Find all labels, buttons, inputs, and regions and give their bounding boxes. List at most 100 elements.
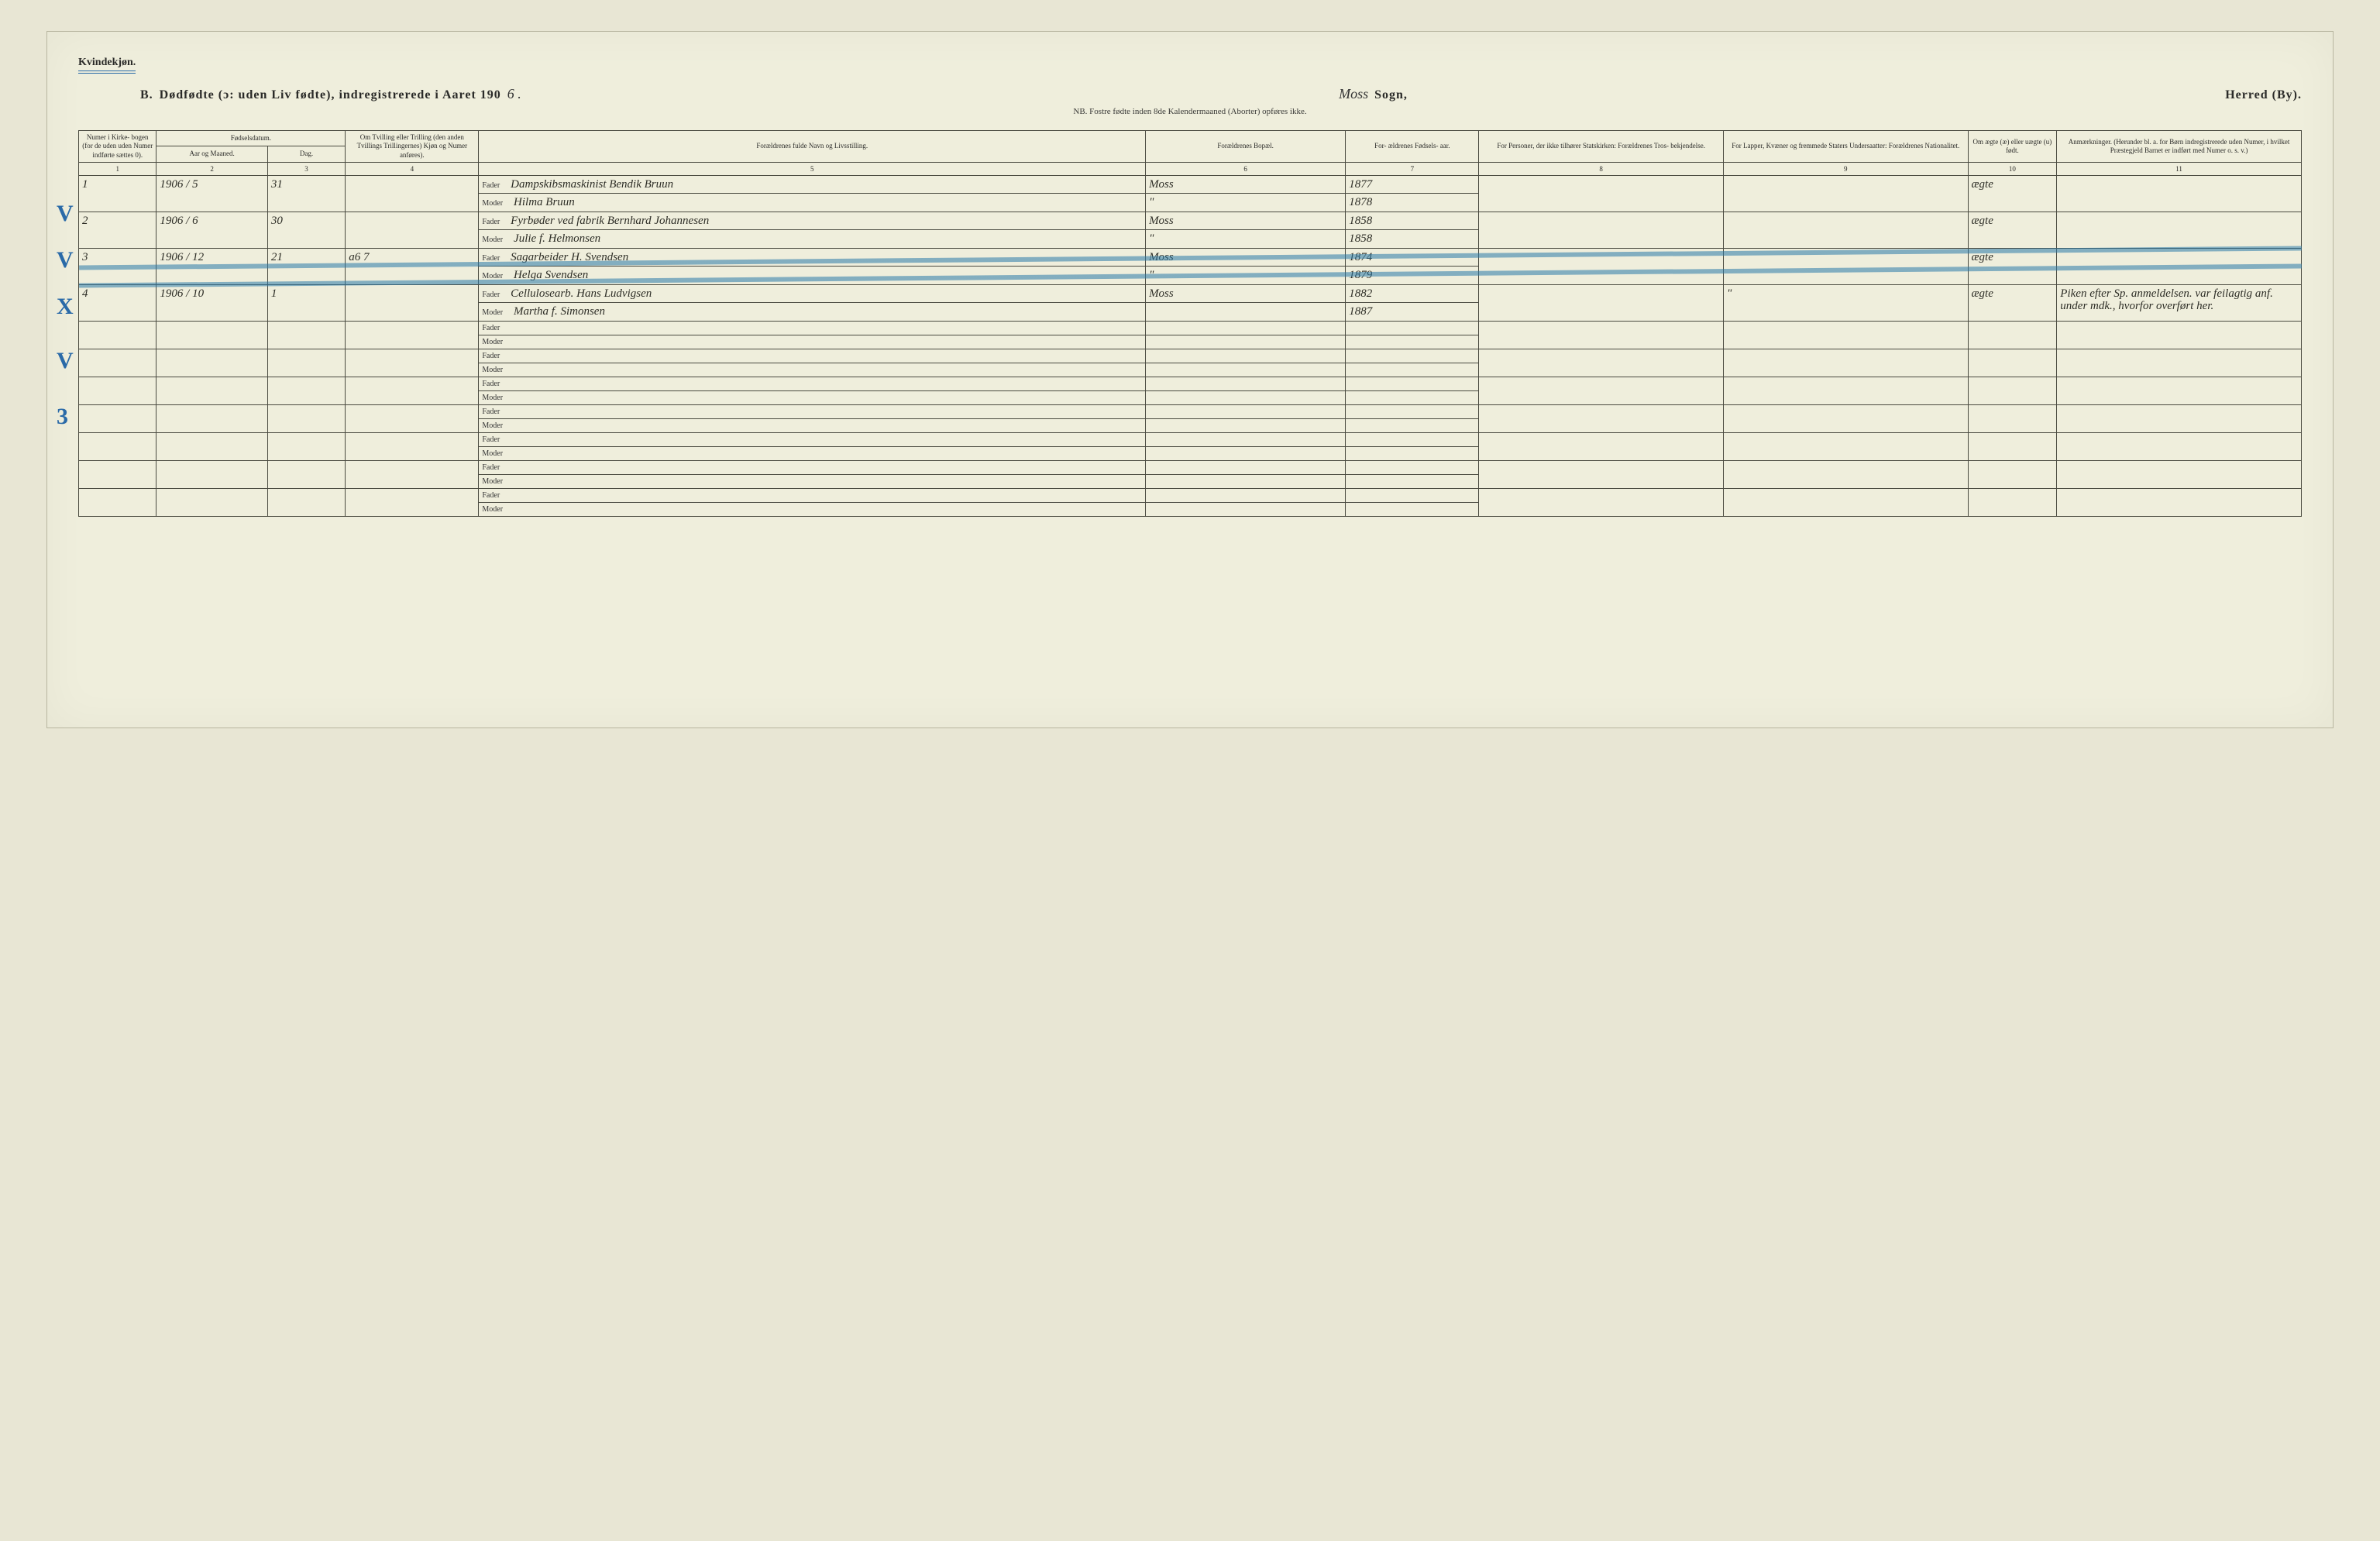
cell-bopael: Moss xyxy=(1146,284,1346,303)
cell-anm xyxy=(2057,175,2302,212)
cell-bopael: Moss xyxy=(1146,175,1346,194)
col-number: 7 xyxy=(1346,162,1479,175)
cell-num: 4 xyxy=(79,284,156,321)
register-table: Numer i Kirke- bogen (for de uden uden N… xyxy=(78,130,2302,517)
cell-fader: FaderDampskibsmaskinist Bendik Bruun xyxy=(479,175,1146,194)
cell-birthyear-m: 1858 xyxy=(1346,230,1479,249)
col-number: 4 xyxy=(346,162,479,175)
blank-row: Fader xyxy=(79,432,2302,446)
cell-birthyear-f: 1877 xyxy=(1346,175,1479,194)
cell-tros xyxy=(1479,175,1724,212)
cell-moder: ModerHelga Svendsen xyxy=(479,267,1146,285)
cell-twins: a6 7 xyxy=(346,248,479,284)
cell-twins xyxy=(346,175,479,212)
cell-aegte: ægte xyxy=(1968,248,2057,284)
cell-birthyear-m: 1879 xyxy=(1346,267,1479,285)
col-number: 11 xyxy=(2057,162,2302,175)
col-header: Dag. xyxy=(267,146,345,162)
cell-birthyear-f: 1882 xyxy=(1346,284,1479,303)
cell-tros xyxy=(1479,248,1724,284)
cell-bopael2: " xyxy=(1146,194,1346,212)
cell-fader: Fader xyxy=(479,460,1146,474)
margin-mark: X xyxy=(57,294,74,320)
cell-anm xyxy=(2057,248,2302,284)
col-header: Fødselsdatum. xyxy=(156,131,346,146)
col-header: For- ældrenes Fødsels- aar. xyxy=(1346,131,1479,163)
cell-bopael2: " xyxy=(1146,267,1346,285)
entry-row-fader: 41906 / 101FaderCellulosearb. Hans Ludvi… xyxy=(79,284,2302,303)
col-header: Forældrenes Bopæl. xyxy=(1146,131,1346,163)
col-header: Anmærkninger. (Herunder bl. a. for Børn … xyxy=(2057,131,2302,163)
col-number: 10 xyxy=(1968,162,2057,175)
cell-bopael2: " xyxy=(1146,230,1346,249)
col-header: Om ægte (æ) eller uægte (u) født. xyxy=(1968,131,2057,163)
cell-twins xyxy=(346,212,479,248)
cell-anm: Piken efter Sp. anmeldelsen. var feilagt… xyxy=(2057,284,2302,321)
cell-aegte: ægte xyxy=(1968,212,2057,248)
col-header: Aar og Maaned. xyxy=(156,146,267,162)
cell-year-month: 1906 / 5 xyxy=(156,175,267,212)
sogn-handwritten: Moss xyxy=(1339,86,1368,102)
margin-mark: V xyxy=(57,201,74,227)
col-number: 2 xyxy=(156,162,267,175)
cell-aegte: ægte xyxy=(1968,175,2057,212)
herred-label: Herred (By). xyxy=(2225,88,2302,102)
title-main: Dødfødte (ɔ: uden Liv fødte), indregistr… xyxy=(160,88,501,102)
col-number: 5 xyxy=(479,162,1146,175)
col-header: Om Tvilling eller Trilling (den anden Tv… xyxy=(346,131,479,163)
blank-row: Fader xyxy=(79,349,2302,363)
blank-row: Fader xyxy=(79,404,2302,418)
register-page: Kvindekjøn. B. Dødfødte (ɔ: uden Liv fød… xyxy=(46,31,2334,728)
cell-moder: Moder xyxy=(479,502,1146,516)
cell-num: 2 xyxy=(79,212,156,248)
blank-row: Fader xyxy=(79,377,2302,390)
entry-row-fader: 31906 / 1221a6 7FaderSagarbeider H. Sven… xyxy=(79,248,2302,267)
cell-bopael: Moss xyxy=(1146,248,1346,267)
cell-fader: FaderFyrbøder ved fabrik Bernhard Johann… xyxy=(479,212,1146,230)
cell-num: 3 xyxy=(79,248,156,284)
cell-fader: Fader xyxy=(479,377,1146,390)
cell-twins xyxy=(346,284,479,321)
cell-birthyear-m: 1878 xyxy=(1346,194,1479,212)
cell-year-month: 1906 / 6 xyxy=(156,212,267,248)
cell-day: 30 xyxy=(267,212,345,248)
cell-bopael: Moss xyxy=(1146,212,1346,230)
cell-tros xyxy=(1479,212,1724,248)
cell-moder: Moder xyxy=(479,418,1146,432)
cell-nationality xyxy=(1723,248,1968,284)
cell-fader: FaderCellulosearb. Hans Ludvigsen xyxy=(479,284,1146,303)
cell-fader: Fader xyxy=(479,349,1146,363)
entry-row-fader: 21906 / 630FaderFyrbøder ved fabrik Bern… xyxy=(79,212,2302,230)
col-number: 1 xyxy=(79,162,156,175)
cell-fader: Fader xyxy=(479,432,1146,446)
cell-birthyear-m: 1887 xyxy=(1346,303,1479,322)
cell-fader: FaderSagarbeider H. Svendsen xyxy=(479,248,1146,267)
cell-moder: ModerJulie f. Helmonsen xyxy=(479,230,1146,249)
cell-num: 1 xyxy=(79,175,156,212)
gender-label: Kvindekjøn. xyxy=(78,57,136,74)
cell-day: 31 xyxy=(267,175,345,212)
col-header: Forældrenes fulde Navn og Livsstilling. xyxy=(479,131,1146,163)
col-number: 9 xyxy=(1723,162,1968,175)
cell-birthyear-f: 1858 xyxy=(1346,212,1479,230)
table-body: 11906 / 531FaderDampskibsmaskinist Bendi… xyxy=(79,175,2302,516)
cell-fader: Fader xyxy=(479,404,1146,418)
cell-day: 21 xyxy=(267,248,345,284)
cell-fader: Fader xyxy=(479,321,1146,335)
col-number: 6 xyxy=(1146,162,1346,175)
entry-row-fader: 11906 / 531FaderDampskibsmaskinist Bendi… xyxy=(79,175,2302,194)
sogn-label: Sogn, xyxy=(1374,88,1408,102)
cell-fader: Fader xyxy=(479,488,1146,502)
cell-day: 1 xyxy=(267,284,345,321)
year-handwritten: 6 . xyxy=(507,86,521,102)
cell-moder: ModerHilma Bruun xyxy=(479,194,1146,212)
cell-moder: Moder xyxy=(479,363,1146,377)
cell-tros xyxy=(1479,284,1724,321)
cell-nationality xyxy=(1723,212,1968,248)
cell-nationality xyxy=(1723,175,1968,212)
title-row: B. Dødfødte (ɔ: uden Liv fødte), indregi… xyxy=(140,86,2302,102)
blank-row: Fader xyxy=(79,321,2302,335)
margin-mark: V xyxy=(57,247,74,273)
cell-year-month: 1906 / 10 xyxy=(156,284,267,321)
cell-moder: ModerMartha f. Simonsen xyxy=(479,303,1146,322)
